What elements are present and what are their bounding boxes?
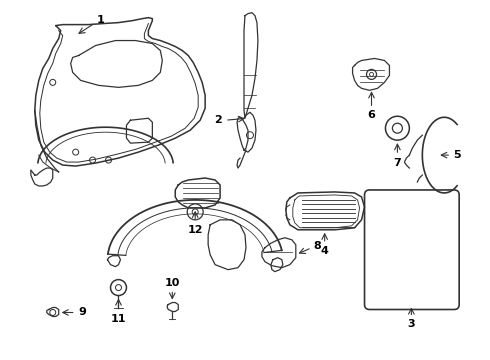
Text: 9: 9 xyxy=(79,307,87,318)
Text: 7: 7 xyxy=(393,158,401,168)
Text: 4: 4 xyxy=(321,246,329,256)
Text: 6: 6 xyxy=(368,110,375,120)
Text: 11: 11 xyxy=(111,314,126,324)
Text: 1: 1 xyxy=(97,15,104,24)
Text: 8: 8 xyxy=(314,241,321,251)
Text: 10: 10 xyxy=(165,278,180,288)
Text: 3: 3 xyxy=(408,319,415,329)
Text: 5: 5 xyxy=(453,150,461,160)
FancyBboxPatch shape xyxy=(365,190,459,310)
Text: 2: 2 xyxy=(214,115,222,125)
Text: 12: 12 xyxy=(188,225,203,235)
